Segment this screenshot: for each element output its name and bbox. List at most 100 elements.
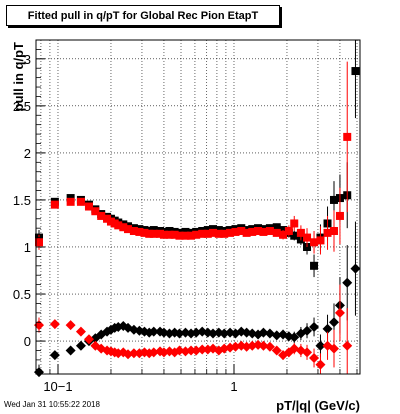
data-point <box>76 197 85 206</box>
data-point <box>259 227 268 236</box>
x-axis-label: pT/|q| (GeV/c) <box>276 398 360 413</box>
data-point <box>343 132 352 141</box>
data-point <box>316 236 325 245</box>
data-point <box>310 261 319 270</box>
data-point <box>284 226 293 235</box>
data-point <box>329 226 338 235</box>
data-point <box>303 233 312 242</box>
data-point <box>214 229 223 238</box>
data-point <box>310 238 319 247</box>
y-tick-label: 2 <box>24 146 31 161</box>
data-point <box>66 197 75 206</box>
data-point <box>33 367 44 378</box>
series-2 <box>33 221 361 378</box>
data-point <box>271 330 282 341</box>
data-point <box>34 238 43 247</box>
data-point <box>265 226 274 235</box>
y-tick-label: 0.5 <box>13 287 31 302</box>
axes: 0 0.5 1 1.5 2 2.5 3 10−1 1 <box>13 49 358 394</box>
chart-title: Fitted pull in q/pT for Global Rec Pion … <box>6 5 280 26</box>
data-point <box>65 320 76 331</box>
data-point <box>351 67 360 76</box>
data-point <box>258 340 269 351</box>
data-point <box>191 327 202 338</box>
data-point <box>279 230 288 239</box>
data-point <box>129 226 138 235</box>
data-point <box>148 347 159 358</box>
grid-lines <box>36 40 360 374</box>
data-point <box>309 321 320 332</box>
y-tick-label: 3 <box>24 52 31 67</box>
plot-frame <box>35 39 361 375</box>
data-point <box>75 326 86 337</box>
data-point <box>83 334 94 345</box>
data-point <box>237 226 246 235</box>
y-axis-label: pull in q/pT <box>11 42 26 111</box>
data-point <box>175 231 184 240</box>
data-point <box>289 332 300 343</box>
data-point <box>309 353 320 364</box>
data-point <box>342 277 353 288</box>
data-series <box>33 40 361 378</box>
data-point <box>272 228 281 237</box>
y-tick-label: 1 <box>24 240 31 255</box>
data-point <box>198 229 207 238</box>
data-point <box>226 228 235 237</box>
data-point <box>342 340 353 351</box>
data-point <box>231 227 240 236</box>
data-point <box>149 229 158 238</box>
data-point <box>191 345 202 356</box>
data-point <box>323 228 332 237</box>
data-point <box>50 200 59 209</box>
x-tick-label: 10−1 <box>43 379 72 394</box>
data-point <box>174 345 185 356</box>
data-point <box>33 320 44 331</box>
x-tick-label: 1 <box>230 379 237 394</box>
data-point <box>302 325 313 336</box>
y-tick-label: 2.5 <box>13 99 31 114</box>
data-point <box>258 327 269 338</box>
data-point <box>328 343 339 354</box>
data-point <box>290 231 299 240</box>
data-point <box>186 345 197 356</box>
data-point <box>84 202 93 211</box>
data-point <box>328 317 339 328</box>
data-point <box>329 195 338 204</box>
data-point <box>220 229 229 238</box>
datestamp: Wed Jan 31 10:55:22 2018 <box>4 400 100 409</box>
data-point <box>271 345 282 356</box>
data-point <box>187 231 196 240</box>
data-point <box>174 328 185 339</box>
data-point <box>91 207 100 216</box>
data-point <box>335 211 344 220</box>
data-point <box>272 223 281 232</box>
data-point <box>128 348 139 359</box>
data-point <box>148 326 159 337</box>
data-point <box>49 319 60 330</box>
data-point <box>65 345 76 356</box>
data-point <box>124 225 133 234</box>
data-point <box>248 227 257 236</box>
data-point <box>254 226 263 235</box>
data-point <box>203 229 212 238</box>
data-point <box>140 228 149 237</box>
data-point <box>264 341 275 352</box>
data-point <box>119 223 128 232</box>
data-point <box>97 211 106 220</box>
data-point <box>49 350 60 361</box>
data-point <box>165 230 174 239</box>
data-point <box>242 228 251 237</box>
y-tick-label: 1.5 <box>13 193 31 208</box>
y-tick-label: 0 <box>24 334 31 349</box>
data-point <box>197 344 208 355</box>
series-1 <box>34 61 352 255</box>
data-point <box>315 340 326 351</box>
data-point <box>296 228 305 237</box>
data-point <box>170 230 179 239</box>
data-point <box>290 219 299 228</box>
data-point <box>209 228 218 237</box>
data-point <box>302 347 313 358</box>
data-point <box>350 263 361 274</box>
data-point <box>181 231 190 240</box>
